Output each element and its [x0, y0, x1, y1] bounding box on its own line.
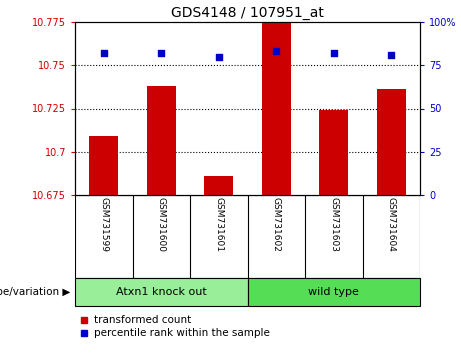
Text: genotype/variation ▶: genotype/variation ▶: [0, 287, 70, 297]
Bar: [89, 136, 118, 195]
Bar: [204, 176, 233, 195]
Bar: [75, 278, 248, 306]
Title: GDS4148 / 107951_at: GDS4148 / 107951_at: [171, 6, 324, 19]
Bar: [319, 110, 348, 195]
Bar: [248, 278, 420, 306]
Text: GSM731599: GSM731599: [99, 198, 108, 252]
Text: GSM731600: GSM731600: [157, 198, 166, 252]
Bar: [147, 86, 176, 195]
Point: [272, 48, 280, 54]
Point: [388, 52, 395, 58]
Text: GSM731604: GSM731604: [387, 198, 396, 252]
Point: [330, 50, 337, 56]
Point: [100, 50, 107, 56]
Text: GSM731602: GSM731602: [272, 198, 281, 252]
Text: GSM731601: GSM731601: [214, 198, 223, 252]
Point: [158, 50, 165, 56]
Bar: [377, 90, 406, 195]
Text: GSM731603: GSM731603: [329, 198, 338, 252]
Point: [215, 54, 223, 59]
Text: Atxn1 knock out: Atxn1 knock out: [116, 287, 207, 297]
Bar: [262, 22, 290, 195]
Legend: transformed count, percentile rank within the sample: transformed count, percentile rank withi…: [80, 315, 270, 338]
Text: wild type: wild type: [308, 287, 359, 297]
